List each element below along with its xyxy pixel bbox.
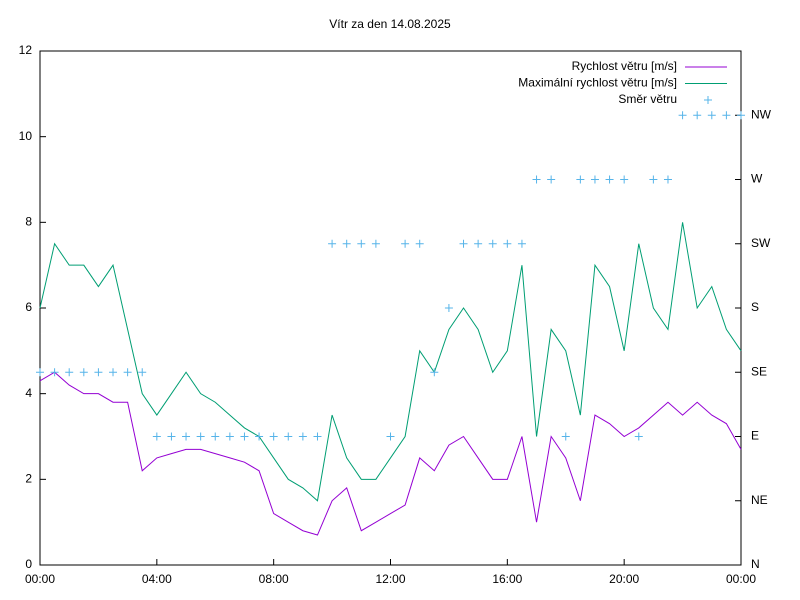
direction-point	[561, 432, 570, 441]
direction-point	[109, 368, 118, 377]
x-tick-label: 12:00	[375, 572, 405, 586]
y2-tick-label: E	[751, 429, 759, 443]
direction-point	[722, 111, 731, 120]
direction-point	[386, 432, 395, 441]
direction-point	[532, 175, 541, 184]
x-tick-label: 20:00	[609, 572, 639, 586]
plot-border	[39, 50, 742, 566]
direction-point	[693, 111, 702, 120]
direction-point	[167, 432, 176, 441]
direction-point	[459, 239, 468, 248]
y2-tick-label: S	[751, 300, 759, 314]
y-tick-label: 2	[25, 472, 32, 486]
direction-point	[444, 304, 453, 312]
direction-point	[269, 432, 278, 441]
legend-symbol	[704, 96, 712, 104]
direction-point	[649, 175, 658, 184]
direction-point	[620, 175, 629, 184]
direction-point	[547, 175, 556, 184]
direction-point	[298, 432, 307, 441]
direction-point	[517, 239, 526, 248]
direction-point	[255, 432, 264, 441]
direction-point	[36, 368, 44, 377]
direction-point	[488, 239, 497, 248]
direction-point	[503, 239, 512, 248]
direction-point	[225, 432, 234, 441]
legend-label: Směr větru	[618, 92, 677, 106]
y-tick-label: 6	[25, 300, 32, 314]
direction-point	[737, 111, 745, 120]
series-line	[39, 371, 742, 536]
y2-tick-label: SW	[751, 236, 771, 250]
direction-point	[65, 368, 74, 377]
direction-point	[182, 432, 191, 441]
y2-tick-label: N	[751, 557, 760, 571]
direction-point	[415, 239, 424, 248]
direction-point	[678, 111, 687, 120]
x-tick-label: 00:00	[25, 572, 55, 586]
direction-point	[313, 432, 322, 441]
direction-point	[211, 432, 220, 441]
direction-point	[430, 368, 439, 377]
direction-point	[663, 175, 672, 184]
direction-point	[138, 368, 147, 377]
direction-point	[328, 239, 337, 248]
y-tick-label: 0	[25, 557, 32, 571]
x-tick-label: 08:00	[259, 572, 289, 586]
x-tick-label: 16:00	[492, 572, 522, 586]
x-tick-label: 04:00	[142, 572, 172, 586]
y-tick-label: 12	[19, 43, 33, 57]
direction-point	[196, 432, 205, 441]
direction-point	[79, 368, 88, 377]
direction-point	[634, 432, 643, 441]
direction-point	[284, 432, 293, 441]
direction-point	[123, 368, 132, 377]
direction-point	[371, 239, 380, 248]
legend-label: Rychlost větru [m/s]	[572, 59, 677, 73]
direction-point	[576, 175, 585, 184]
y2-tick-label: SE	[751, 364, 767, 378]
chart-title: Vítr za den 14.08.2025	[329, 17, 451, 31]
direction-point	[94, 368, 103, 377]
direction-point	[240, 432, 249, 441]
direction-point	[152, 432, 161, 441]
y2-tick-label: NW	[751, 107, 772, 121]
direction-point	[50, 368, 59, 377]
y-tick-label: 8	[25, 215, 32, 229]
legend-label: Maximální rychlost větru [m/s]	[518, 76, 677, 90]
direction-point	[605, 175, 614, 184]
x-tick-label: 00:00	[726, 572, 756, 586]
direction-point	[590, 175, 599, 184]
y-tick-label: 4	[25, 386, 32, 400]
direction-point	[357, 239, 366, 248]
series-line	[39, 222, 742, 502]
y2-tick-label: NE	[751, 493, 768, 507]
direction-point	[474, 239, 483, 248]
direction-point	[401, 239, 410, 248]
y2-tick-label: W	[751, 172, 763, 186]
y-tick-label: 10	[19, 129, 33, 143]
direction-point	[342, 239, 351, 248]
direction-point	[707, 111, 716, 120]
